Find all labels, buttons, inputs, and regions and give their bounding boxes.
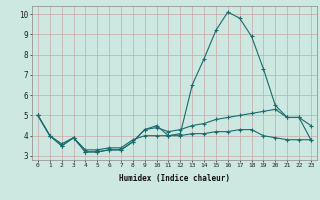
- X-axis label: Humidex (Indice chaleur): Humidex (Indice chaleur): [119, 174, 230, 183]
